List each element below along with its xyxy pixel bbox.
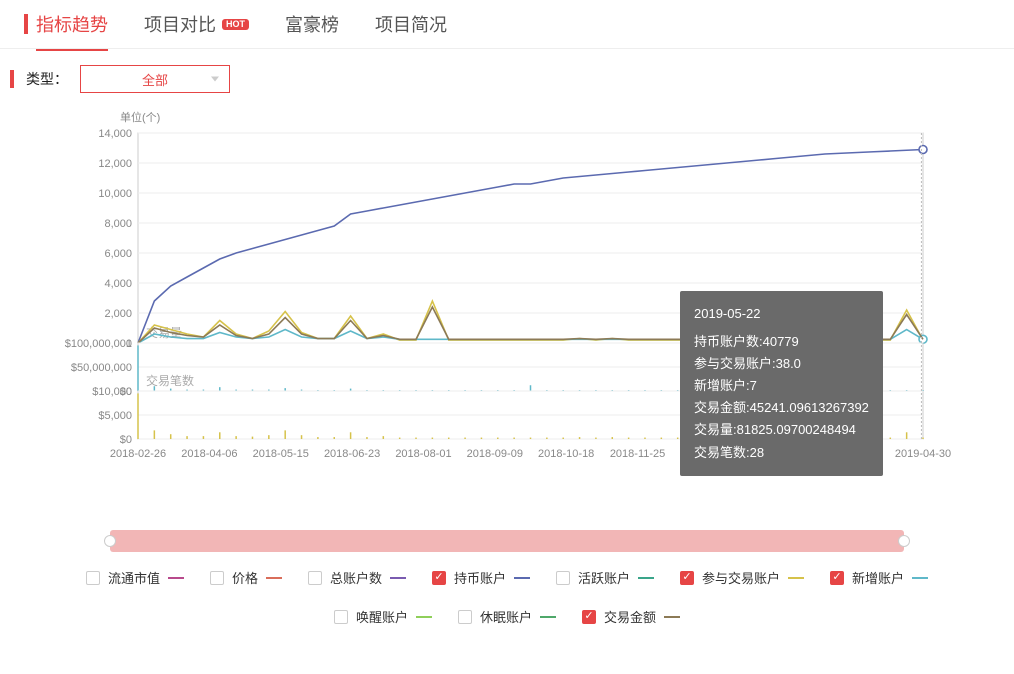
legend-item-8[interactable]: 休眠账户	[458, 607, 556, 626]
svg-text:$100,000,000: $100,000,000	[65, 338, 132, 350]
scrub-handle-left[interactable]	[104, 535, 116, 547]
legend-swatch	[416, 616, 432, 618]
scrub-handle-right[interactable]	[898, 535, 910, 547]
tab-label: 项目对比	[144, 11, 216, 37]
svg-text:$5,000: $5,000	[98, 410, 132, 422]
tab-3[interactable]: 项目简况	[375, 11, 447, 37]
legend-swatch	[266, 577, 282, 579]
svg-text:$0: $0	[120, 434, 132, 446]
legend-label: 价格	[232, 568, 258, 587]
chart-area: 单位(个)12,0004,0006,0008,00010,00012,00014…	[20, 105, 994, 634]
svg-text:2018-08-01: 2018-08-01	[395, 448, 451, 460]
svg-text:14,000: 14,000	[98, 128, 132, 140]
type-select[interactable]: 全部	[80, 65, 230, 93]
svg-text:6,000: 6,000	[104, 248, 132, 260]
svg-text:$50,000,000: $50,000,000	[71, 362, 132, 374]
legend-swatch	[788, 577, 804, 579]
svg-text:4,000: 4,000	[104, 278, 132, 290]
legend-item-2[interactable]: 总账户数	[308, 568, 406, 587]
tab-label: 指标趋势	[36, 11, 108, 37]
svg-text:8,000: 8,000	[104, 218, 132, 230]
legend-checkbox[interactable]	[86, 571, 100, 585]
legend-checkbox[interactable]	[582, 610, 596, 624]
legend-swatch	[664, 616, 680, 618]
chevron-down-icon	[211, 77, 219, 82]
legend-label: 唤醒账户	[356, 607, 408, 626]
svg-text:单位(个): 单位(个)	[120, 110, 160, 124]
legend: 流通市值 价格 总账户数 持币账户 活跃账户 参与交易账户 新增账户唤醒账户 休眠账户 交易金额	[20, 552, 994, 634]
legend-checkbox[interactable]	[458, 610, 472, 624]
tabs-accent-marker	[24, 14, 28, 34]
legend-item-6[interactable]: 新增账户	[830, 568, 928, 587]
legend-swatch	[912, 577, 928, 579]
svg-text:2018-11-25: 2018-11-25	[610, 448, 665, 460]
svg-text:2019-04-30: 2019-04-30	[895, 448, 951, 460]
timeline-scrubber[interactable]	[110, 530, 904, 552]
legend-label: 持币账户	[454, 568, 506, 587]
legend-checkbox[interactable]	[556, 571, 570, 585]
svg-text:2,000: 2,000	[104, 308, 132, 320]
svg-text:2018-06-23: 2018-06-23	[324, 448, 380, 460]
svg-text:2018-09-09: 2018-09-09	[467, 448, 523, 460]
svg-text:2018-10-18: 2018-10-18	[538, 448, 594, 460]
legend-label: 流通市值	[108, 568, 160, 587]
legend-item-0[interactable]: 流通市值	[86, 568, 184, 587]
svg-text:10,000: 10,000	[98, 188, 132, 200]
legend-label: 活跃账户	[578, 568, 630, 587]
legend-label: 交易金额	[604, 607, 656, 626]
legend-label: 参与交易账户	[702, 568, 780, 587]
legend-checkbox[interactable]	[210, 571, 224, 585]
legend-checkbox[interactable]	[432, 571, 446, 585]
legend-item-5[interactable]: 参与交易账户	[680, 568, 804, 587]
legend-item-9[interactable]: 交易金额	[582, 607, 680, 626]
legend-item-4[interactable]: 活跃账户	[556, 568, 654, 587]
type-select-value: 全部	[142, 70, 168, 89]
filter-row: 类型： 全部	[0, 49, 1014, 105]
svg-text:12,000: 12,000	[98, 158, 132, 170]
tab-2[interactable]: 富豪榜	[285, 11, 339, 37]
legend-swatch	[540, 616, 556, 618]
filter-label: 类型：	[26, 69, 68, 89]
hot-badge: HOT	[222, 19, 249, 30]
legend-swatch	[390, 577, 406, 579]
legend-label: 新增账户	[852, 568, 904, 587]
svg-text:2018-02-26: 2018-02-26	[110, 448, 166, 460]
legend-item-1[interactable]: 价格	[210, 568, 282, 587]
legend-item-7[interactable]: 唤醒账户	[334, 607, 432, 626]
filter-accent-marker	[10, 70, 14, 88]
tab-1[interactable]: 项目对比 HOT	[144, 11, 249, 37]
legend-label: 休眠账户	[480, 607, 532, 626]
svg-text:2018-04-06: 2018-04-06	[181, 448, 237, 460]
legend-swatch	[514, 577, 530, 579]
svg-text:$10,000: $10,000	[92, 386, 132, 398]
legend-label: 总账户数	[330, 568, 382, 587]
svg-text:交易笔数: 交易笔数	[146, 373, 194, 388]
tab-label: 项目简况	[375, 11, 447, 37]
tabs-bar: 指标趋势 项目对比 HOT 富豪榜 项目简况	[0, 0, 1014, 49]
legend-swatch	[168, 577, 184, 579]
tab-0[interactable]: 指标趋势	[36, 11, 108, 37]
legend-checkbox[interactable]	[308, 571, 322, 585]
tab-label: 富豪榜	[285, 11, 339, 37]
svg-text:2018-05-15: 2018-05-15	[253, 448, 309, 460]
legend-swatch	[638, 577, 654, 579]
legend-checkbox[interactable]	[680, 571, 694, 585]
svg-text:2019-02-11: 2019-02-11	[753, 448, 808, 460]
svg-text:2019-03-22: 2019-03-22	[823, 448, 879, 460]
metrics-chart[interactable]: 单位(个)12,0004,0006,0008,00010,00012,00014…	[20, 105, 994, 515]
legend-checkbox[interactable]	[830, 571, 844, 585]
legend-checkbox[interactable]	[334, 610, 348, 624]
legend-item-3[interactable]: 持币账户	[432, 568, 530, 587]
svg-text:2019-01-03: 2019-01-03	[681, 448, 737, 460]
